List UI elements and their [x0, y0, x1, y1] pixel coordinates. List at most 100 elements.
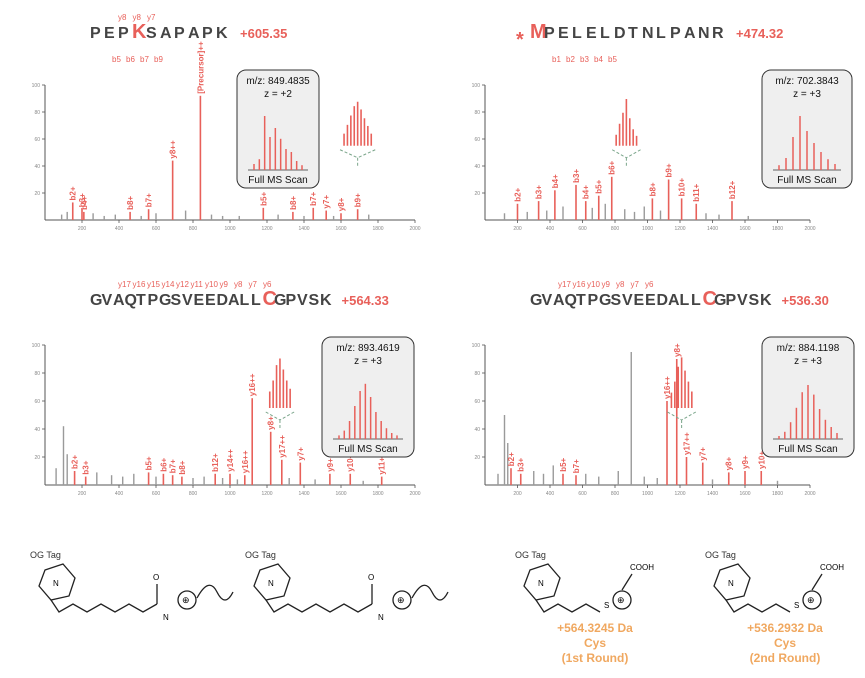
inset-caption: Full MS Scan: [248, 175, 307, 186]
y-tick-label: 60: [474, 137, 480, 143]
x-tick-label: 1200: [674, 226, 685, 232]
residue: A: [228, 292, 240, 309]
linker-chain: [725, 599, 791, 613]
residue: V: [102, 292, 113, 309]
residue: E: [558, 25, 569, 42]
y-tick-label: 20: [34, 191, 40, 197]
x-tick-label: 1800: [772, 226, 783, 232]
x-tick-label: 800: [611, 491, 620, 497]
x-tick-label: 1600: [739, 491, 750, 497]
structure-1: OG Tag N O N ⊕: [30, 550, 234, 622]
residue: E: [104, 25, 115, 42]
residue: S: [171, 292, 182, 309]
y-ion-label: y8: [616, 280, 625, 289]
residue: S: [611, 292, 622, 309]
residue: K: [760, 292, 772, 309]
residue: P: [174, 25, 185, 42]
cluster-link: [611, 149, 641, 168]
ring: [38, 563, 76, 601]
ring: [523, 563, 561, 601]
residue: V: [182, 292, 193, 309]
peak-label: b8+: [289, 196, 298, 210]
peak-label: b6+: [608, 160, 617, 174]
bond-arrow: [196, 584, 234, 601]
residue: S: [309, 292, 320, 309]
peak-label: b7+: [309, 192, 318, 206]
residue: V: [622, 292, 633, 309]
y-ion-label: y7: [249, 280, 258, 289]
peak-label: y17++: [278, 435, 287, 458]
peak-label: y14++: [226, 449, 235, 472]
b-ion-label: b6: [126, 55, 135, 64]
spectrum-panel-1: 100 80 60 40 20 200 400 600 800 1000 1200 1400 1600 1…: [32, 13, 421, 232]
full-ms-inset: m/z: 884.1198 z = +3 Full MS Scan: [761, 336, 855, 458]
residue: P: [726, 292, 737, 309]
y-tick-label: 100: [472, 83, 481, 89]
residue: N: [698, 25, 710, 42]
peak-label: y7+: [296, 447, 305, 461]
residue: E: [586, 25, 597, 42]
peak-label: b5+: [559, 457, 568, 471]
y-tick-label: 60: [34, 399, 40, 405]
y-tick-label: 100: [32, 343, 41, 349]
peak-label: [Precursor]++: [196, 41, 205, 94]
y-ion-label: y7: [147, 13, 156, 22]
x-tick-label: 400: [115, 226, 124, 232]
full-ms-inset: m/z: 702.3843 z = +3 Full MS Scan: [761, 69, 853, 189]
cation-ring: [177, 590, 197, 610]
og-tag-label: OG Tag: [705, 550, 736, 560]
x-tick-label: 1400: [707, 491, 718, 497]
residue: G: [159, 292, 171, 309]
residue: L: [691, 292, 701, 309]
y-tick-label: 80: [34, 371, 40, 377]
y-ion-label: y9: [602, 280, 611, 289]
b-ion-label: b4: [594, 55, 603, 64]
y-ion-label: y8: [118, 13, 127, 22]
x-tick-label: 400: [546, 491, 555, 497]
peak-label: y17++: [683, 432, 692, 455]
mass-shift-label: (1st Round): [562, 651, 629, 665]
peak-label: y8++: [169, 140, 178, 159]
peak-label: b3+: [517, 457, 526, 471]
modified-residue: C: [263, 288, 277, 310]
residue: A: [553, 292, 565, 309]
residue: D: [217, 292, 229, 309]
residue: L: [680, 292, 690, 309]
residue: N: [642, 25, 654, 42]
x-tick-label: 1800: [772, 491, 783, 497]
y-ion-label: y8: [234, 280, 243, 289]
y-ion-label: y14: [162, 280, 175, 289]
x-tick-label: 1600: [335, 491, 346, 497]
peak-label: b3+: [572, 169, 581, 183]
residue: L: [600, 25, 610, 42]
linker-chain: [50, 599, 158, 613]
cooh-label: COOH: [820, 563, 844, 572]
residue: Q: [565, 292, 577, 309]
x-tick-label: 800: [189, 491, 198, 497]
peak-label: b3+: [82, 460, 91, 474]
peak-label: y16++: [663, 376, 672, 399]
x-tick-label: 400: [115, 491, 124, 497]
x-tick-label: 800: [611, 226, 620, 232]
b-ion-label: b5: [112, 55, 121, 64]
y-ion-label: y6: [263, 280, 272, 289]
x-tick-label: 1000: [642, 226, 653, 232]
x-tick-label: 800: [189, 226, 198, 232]
residue: V: [297, 292, 308, 309]
cation-icon: ⊕: [617, 595, 625, 605]
cluster-link: [667, 411, 697, 430]
residue: G: [714, 292, 726, 309]
ring: [253, 563, 291, 601]
residue: V: [737, 292, 748, 309]
y-ion-label: y8: [133, 13, 142, 22]
b-ion-label: b2: [566, 55, 575, 64]
inset-caption: Full MS Scan: [338, 444, 397, 455]
inset-mz: m/z: 849.4835: [246, 76, 310, 87]
peak-label: b10+: [678, 178, 687, 197]
residue: L: [572, 25, 582, 42]
residue: E: [634, 292, 645, 309]
y-tick-label: 60: [34, 137, 40, 143]
